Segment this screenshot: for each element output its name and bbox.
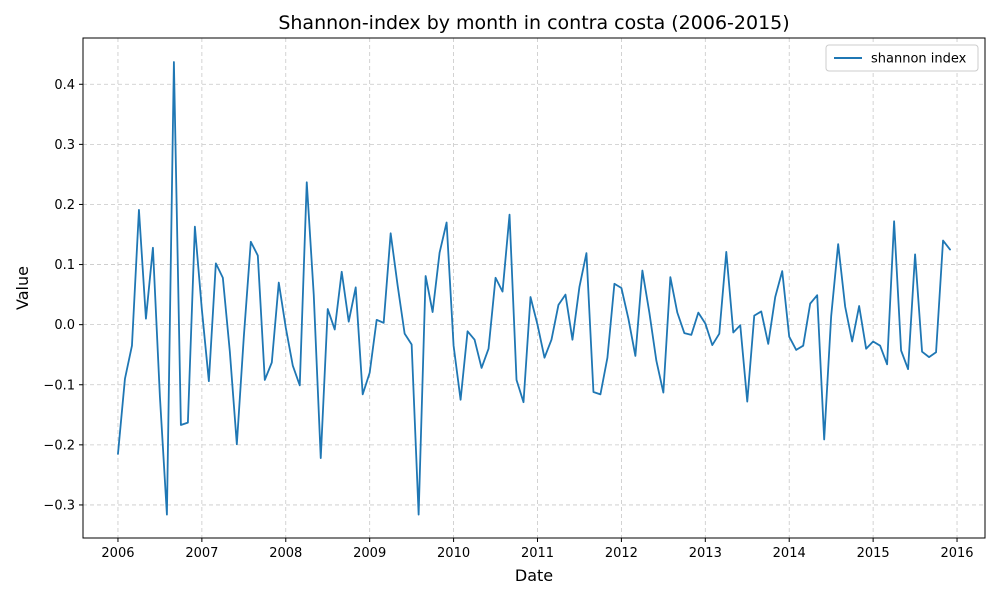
x-tick-label: 2007 xyxy=(185,546,218,561)
y-tick-label: 0.2 xyxy=(54,198,75,213)
y-axis-ticks: −0.3 −0.2 −0.1 0.0 0.1 0.2 0.3 0.4 xyxy=(43,78,83,513)
y-tick-label: 0.4 xyxy=(54,78,75,93)
x-axis-label: Date xyxy=(515,566,553,585)
y-tick-label: −0.2 xyxy=(43,438,75,453)
chart-title: Shannon-index by month in contra costa (… xyxy=(278,12,789,34)
series-layer xyxy=(117,61,951,516)
legend-label: shannon index xyxy=(871,52,967,67)
legend: shannon index xyxy=(825,44,979,72)
series-line-0 xyxy=(117,61,951,516)
x-tick-label: 2015 xyxy=(857,546,890,561)
y-tick-label: 0.1 xyxy=(54,258,75,273)
x-tick-label: 2006 xyxy=(101,546,134,561)
x-tick-label: 2014 xyxy=(773,546,806,561)
x-tick-label: 2016 xyxy=(940,546,973,561)
legend-box xyxy=(825,44,979,72)
y-tick-label: −0.3 xyxy=(43,498,75,513)
x-tick-label: 2010 xyxy=(437,546,470,561)
x-tick-label: 2013 xyxy=(689,546,722,561)
x-tick-label: 2011 xyxy=(521,546,554,561)
y-tick-label: 0.0 xyxy=(54,318,75,333)
plot-frame xyxy=(82,37,986,539)
y-tick-label: −0.1 xyxy=(43,378,75,393)
x-tick-label: 2012 xyxy=(605,546,638,561)
y-axis-label: Value xyxy=(13,266,32,310)
x-tick-label: 2008 xyxy=(269,546,302,561)
x-axis-ticks: 2006 2007 2008 2009 2010 2011 2012 2013 2014 2015… xyxy=(101,538,974,561)
x-tick-label: 2009 xyxy=(353,546,386,561)
grid-lines xyxy=(83,38,985,538)
y-tick-label: 0.3 xyxy=(54,138,75,153)
